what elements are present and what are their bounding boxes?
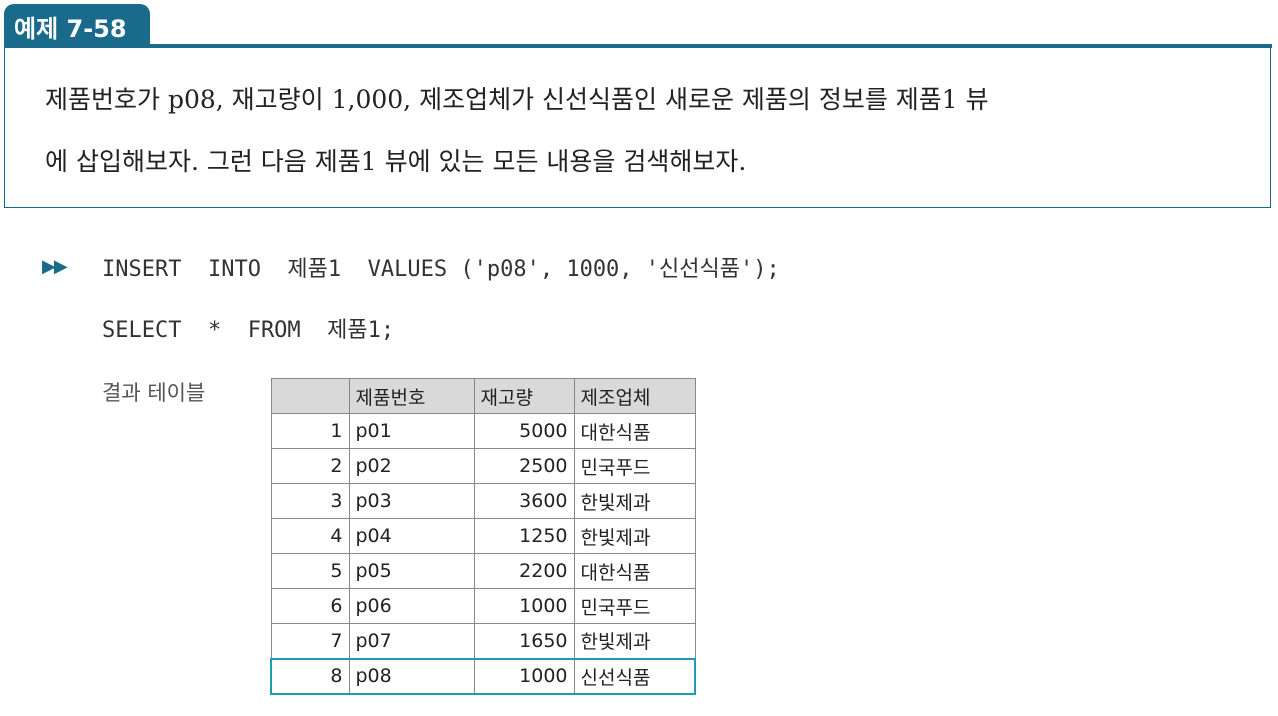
table-row: 6 p06 1000 민국푸드 — [270, 588, 696, 624]
table-row: 7 p07 1650 한빛제과 — [270, 623, 696, 659]
table-cell: 1000 — [473, 657, 575, 695]
table-cell: 민국푸드 — [573, 588, 696, 624]
table-cell: 대한식품 — [573, 553, 696, 589]
play-arrows-icon: ▶▶ — [42, 256, 68, 277]
problem-line-1: 제품번호가 p08, 재고량이 1,000, 제조업체가 신선식품인 새로운 제… — [45, 85, 989, 114]
table-cell: p08 — [348, 657, 475, 695]
table-row: 2 p02 2500 민국푸드 — [270, 448, 696, 484]
table-cell: 1650 — [473, 623, 575, 659]
table-cell: 4 — [270, 518, 350, 554]
column-header: 제품번호 — [348, 378, 475, 414]
table-cell: 대한식품 — [573, 413, 696, 449]
table-header-row: 제품번호 재고량 제조업체 — [270, 378, 696, 414]
table-cell: 한빛제과 — [573, 518, 696, 554]
table-cell: 1250 — [473, 518, 575, 554]
table-row: 5 p05 2200 대한식품 — [270, 553, 696, 589]
example-tag: 예제 7-58 — [4, 4, 150, 48]
table-cell: p03 — [348, 483, 475, 519]
sql-insert-line: INSERT INTO 제품1 VALUES ('p08', 1000, '신선… — [102, 257, 780, 282]
table-cell: 신선식품 — [573, 657, 696, 695]
table-cell: p05 — [348, 553, 475, 589]
result-table-label: 결과 테이블 — [102, 381, 206, 405]
result-table: 제품번호 재고량 제조업체 1 p01 5000 대한식품 2 p02 2500 민국푸드 3 p… — [270, 378, 696, 695]
table-cell: 2200 — [473, 553, 575, 589]
sql-select-line: SELECT * FROM 제품1; — [102, 318, 395, 343]
table-cell: 한빛제과 — [573, 623, 696, 659]
table-cell: p04 — [348, 518, 475, 554]
table-cell: 한빛제과 — [573, 483, 696, 519]
table-cell: 2 — [270, 448, 350, 484]
column-header: 제조업체 — [573, 378, 696, 414]
problem-statement-box: 제품번호가 p08, 재고량이 1,000, 제조업체가 신선식품인 새로운 제… — [4, 47, 1271, 208]
table-row: 4 p04 1250 한빛제과 — [270, 518, 696, 554]
table-cell: p01 — [348, 413, 475, 449]
table-row: 8 p08 1000 신선식품 — [270, 657, 696, 695]
table-cell: 1 — [270, 413, 350, 449]
problem-line-2: 에 삽입해보자. 그런 다음 제품1 뷰에 있는 모든 내용을 검색해보자. — [45, 147, 747, 176]
column-header: 재고량 — [473, 378, 575, 414]
column-header — [270, 378, 350, 414]
table-row: 3 p03 3600 한빛제과 — [270, 483, 696, 519]
table-row: 1 p01 5000 대한식품 — [270, 413, 696, 449]
table-cell: 8 — [270, 657, 350, 695]
table-cell: 2500 — [473, 448, 575, 484]
table-cell: 3 — [270, 483, 350, 519]
table-cell: 3600 — [473, 483, 575, 519]
table-cell: 5000 — [473, 413, 575, 449]
table-cell: 7 — [270, 623, 350, 659]
table-cell: 민국푸드 — [573, 448, 696, 484]
table-cell: 1000 — [473, 588, 575, 624]
table-cell: p02 — [348, 448, 475, 484]
example-tag-label: 예제 7-58 — [14, 14, 127, 43]
table-cell: p07 — [348, 623, 475, 659]
table-cell: 6 — [270, 588, 350, 624]
table-cell: p06 — [348, 588, 475, 624]
table-cell: 5 — [270, 553, 350, 589]
header-rule — [4, 44, 1272, 48]
